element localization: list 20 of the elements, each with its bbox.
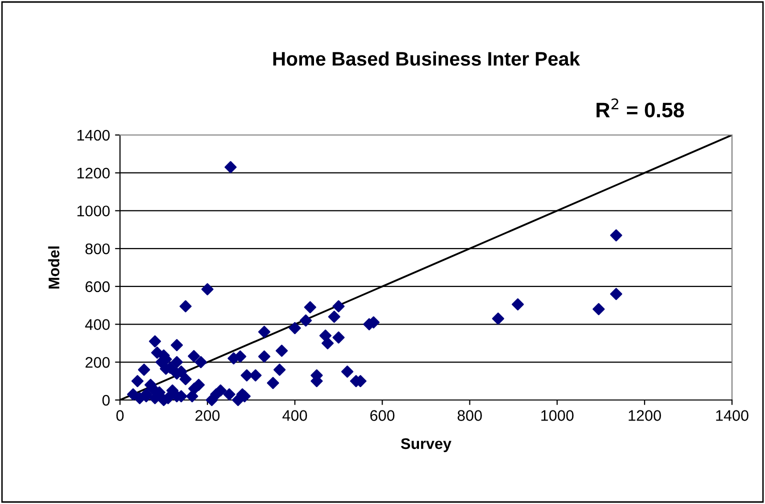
x-tick-label: 1400 xyxy=(716,410,748,421)
y-tick-label: 400 xyxy=(85,319,110,330)
x-tick-label: 1200 xyxy=(628,410,661,421)
chart-title: Home Based Business Inter Peak xyxy=(273,51,580,66)
x-axis-title: Survey xyxy=(400,438,452,452)
x-tick-label: 1000 xyxy=(541,410,574,421)
x-tick-label: 800 xyxy=(458,410,482,421)
y-tick-label: 600 xyxy=(86,281,110,292)
y-tick-label: 1400 xyxy=(77,130,110,141)
y-tick-label: 800 xyxy=(85,243,110,254)
y-tick-label: 0 xyxy=(102,394,110,406)
x-tick-label: 600 xyxy=(370,410,394,421)
x-tick-label: 400 xyxy=(282,410,308,421)
y-tick-label: 200 xyxy=(86,357,110,368)
y-tick-label: 1200 xyxy=(77,168,110,179)
x-tick-label: 200 xyxy=(195,410,220,421)
y-tick-label: 1000 xyxy=(77,206,110,216)
text: R$^{2}$ = 0.58 xyxy=(596,98,684,118)
x-tick-label: 0 xyxy=(116,410,124,421)
y-axis-title: Model xyxy=(48,246,60,289)
